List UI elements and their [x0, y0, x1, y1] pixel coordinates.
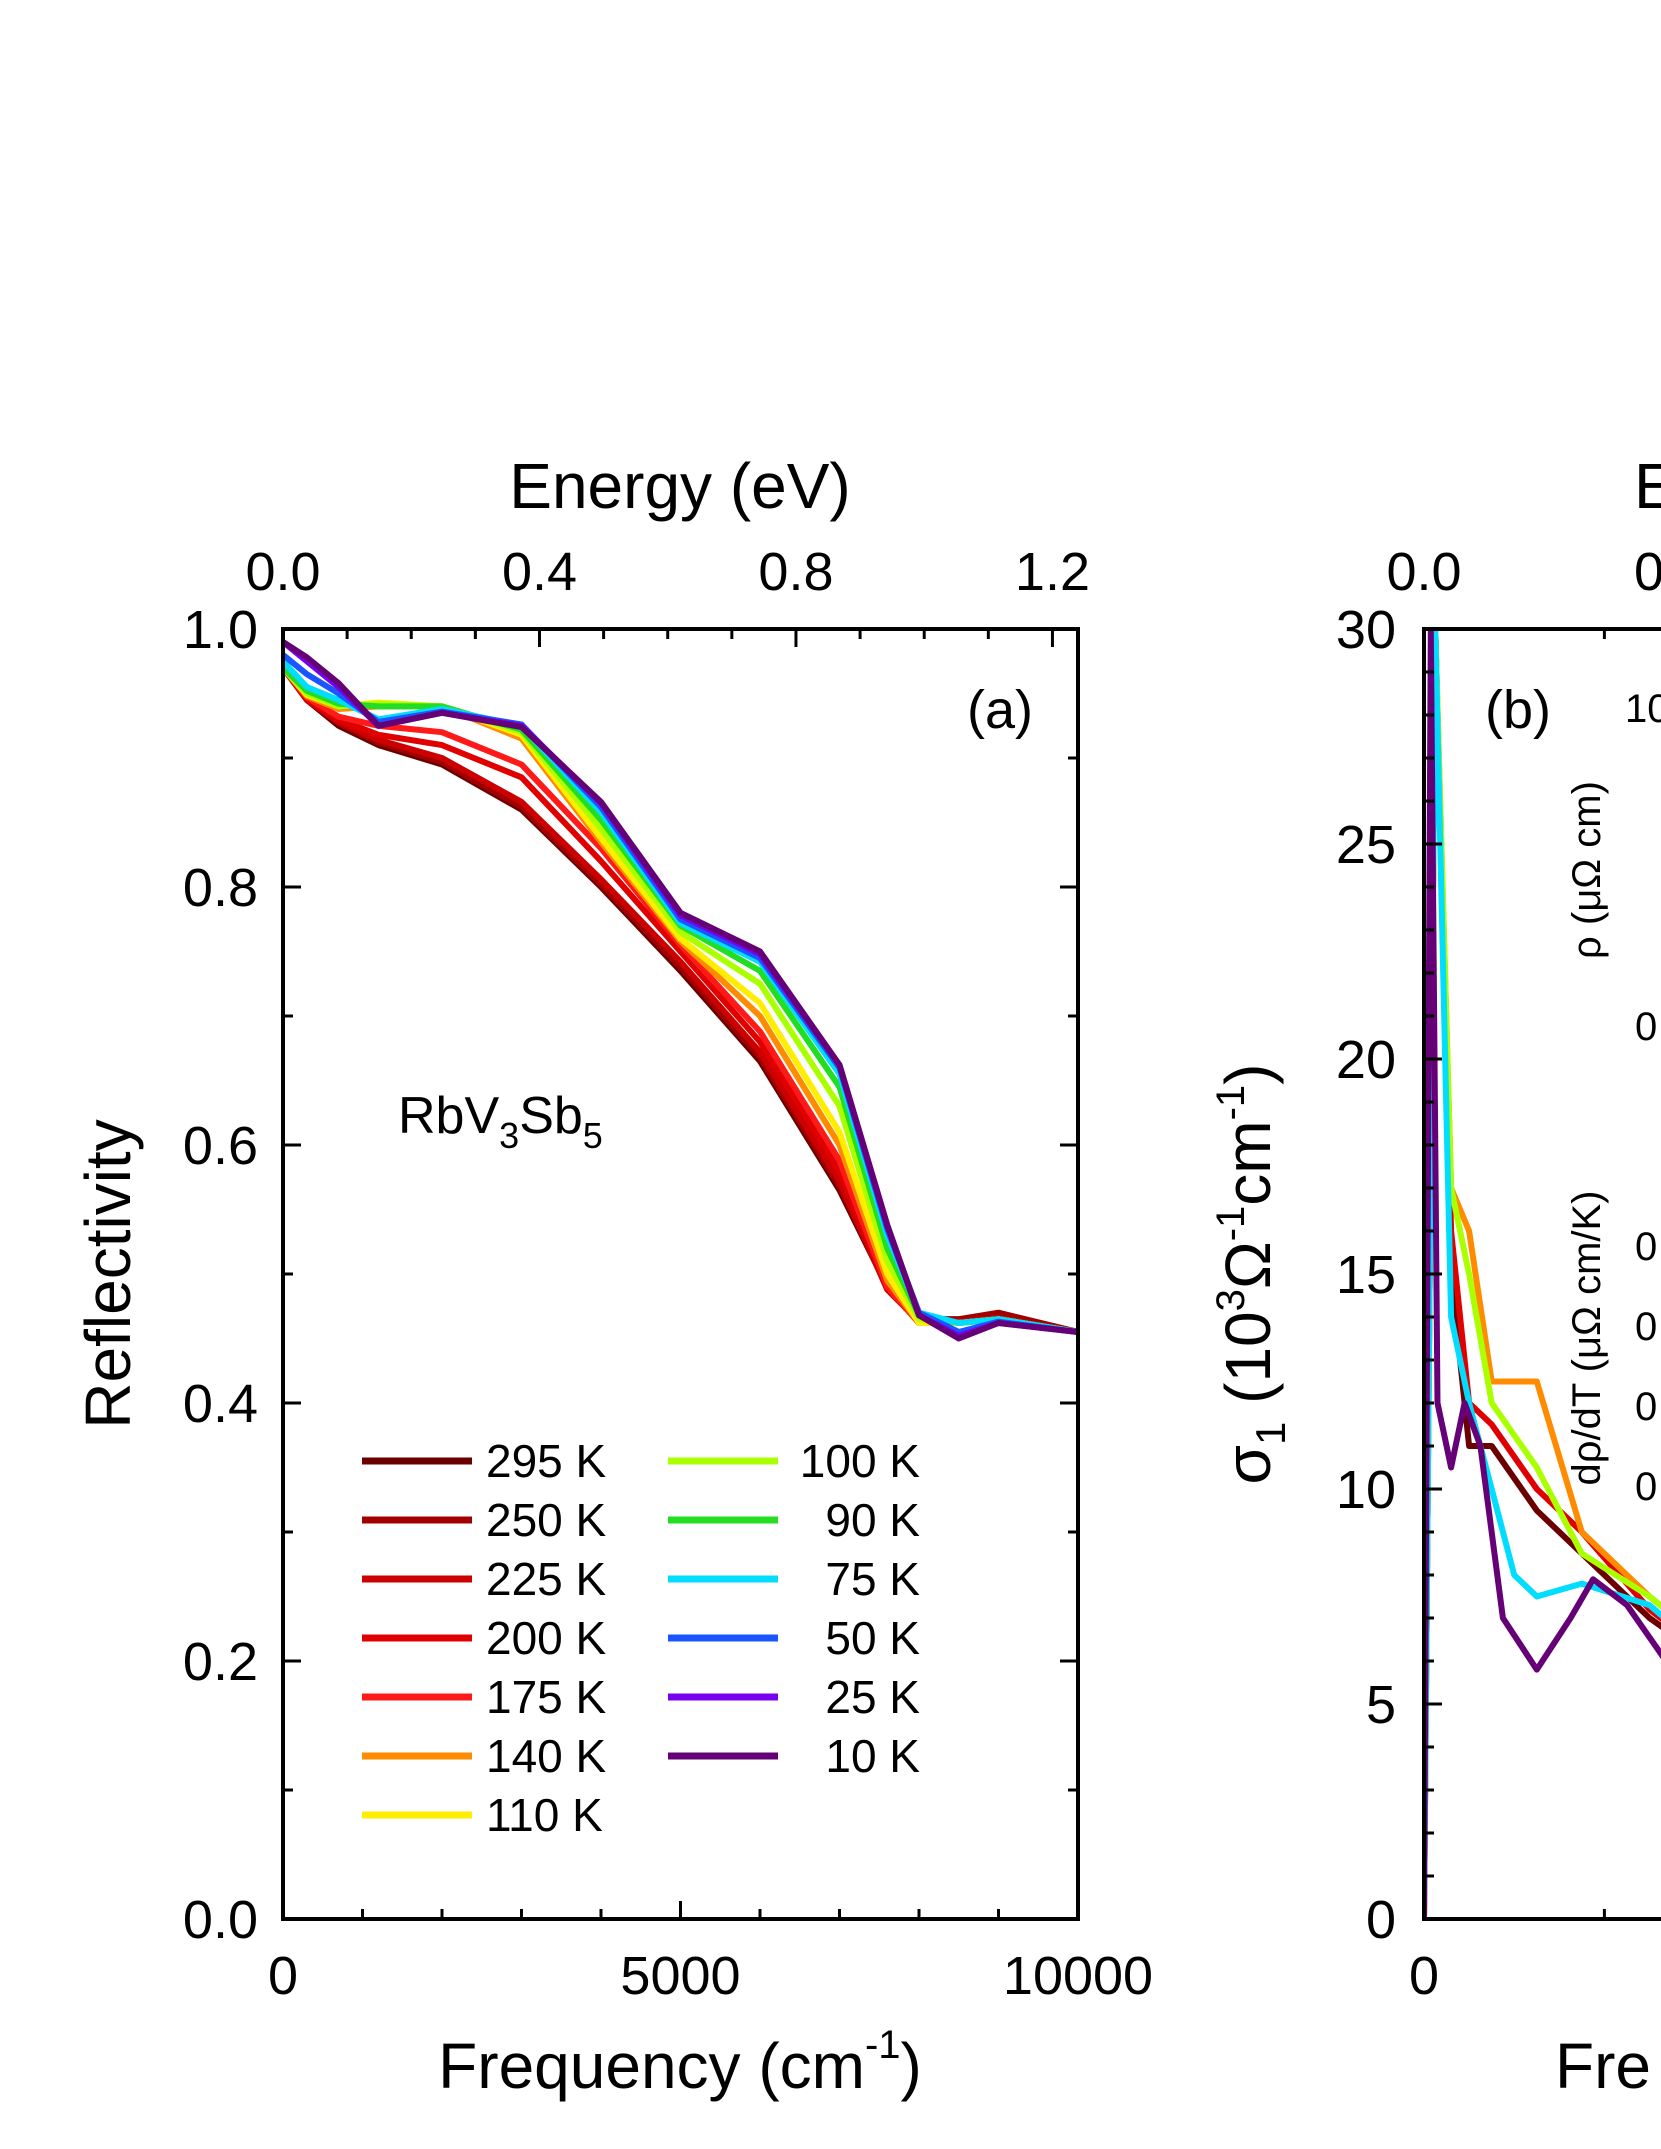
b-y-tick-label: 10 — [1336, 1460, 1396, 1520]
panel-b-label: (b) — [1485, 680, 1551, 740]
inset-right-tick-2: 0 — [1635, 1305, 1657, 1349]
series-line-250k — [283, 665, 1078, 1335]
panel-b-y-axis-title: σ1 (103Ω-1cm-1) — [1209, 1063, 1294, 1484]
series-line-b-75k — [1424, 629, 1661, 1919]
legend-label: 225 K — [486, 1553, 607, 1605]
b-y-tick-label: 0 — [1366, 1890, 1396, 1950]
panel-a-reflectivity: 0 5000 10000 0.0 0.4 0.8 1.2 0.0 0.2 0.4 0.6 0.8 1.0… — [72, 450, 1153, 2102]
top-tick-label: 0.4 — [502, 542, 577, 602]
legend-label: 175 K — [486, 1671, 607, 1723]
legend-label: 100 K — [800, 1435, 921, 1487]
b-top-tick-label: 0.0 — [1386, 542, 1461, 602]
panel-a-frame — [281, 627, 1080, 1921]
panel-b-frame — [1422, 627, 1661, 1921]
panel-b-x-axis-title: Fre — [1555, 2030, 1651, 2102]
x-tick-label: 0 — [268, 1946, 298, 2006]
series-line-90k — [283, 665, 1078, 1335]
legend-label: 250 K — [486, 1494, 607, 1546]
y-tick-label: 0.2 — [183, 1632, 258, 1692]
top-tick-label: 1.2 — [1015, 542, 1090, 602]
panel-a-y-axis-title: Reflectivity — [72, 1119, 144, 1428]
y-tick-label: 0.6 — [183, 1116, 258, 1176]
x-tick-label: 5000 — [620, 1946, 740, 2006]
inset-right-tick-3: 0 — [1635, 1385, 1657, 1429]
panel-a-label: (a) — [967, 680, 1033, 740]
series-line-10k — [283, 639, 1078, 1342]
y-tick-label: 0.4 — [183, 1374, 258, 1434]
panel-a-top-axis-title: Energy (eV) — [509, 450, 850, 522]
legend-label: 50 K — [825, 1612, 920, 1664]
compound-label: RbV3Sb5 — [398, 1087, 603, 1156]
y-tick-label: 1.0 — [183, 600, 258, 660]
b-y-tick-label: 30 — [1336, 600, 1396, 660]
panel-b-top-axis-title: E — [1634, 450, 1661, 522]
b-x-tick-label: 0 — [1409, 1946, 1439, 2006]
x-tick-label: 10000 — [1003, 1946, 1153, 2006]
series-line-b-10k — [1424, 629, 1661, 1919]
panel-a-ticks: 0 5000 10000 0.0 0.4 0.8 1.2 0.0 0.2 0.4 0.6 0.8 1.0 — [183, 542, 1153, 2006]
legend-label: 10 K — [825, 1730, 920, 1782]
inset-zero-tick: 0 — [1635, 1005, 1657, 1049]
y-tick-label: 0.0 — [183, 1890, 258, 1950]
panel-a-x-axis-title: Frequency (cm-1) — [438, 2023, 922, 2102]
b-y-tick-label: 5 — [1366, 1675, 1396, 1735]
series-line-75k — [283, 659, 1078, 1335]
legend-label: 75 K — [825, 1553, 920, 1605]
top-tick-label: 0.8 — [758, 542, 833, 602]
series-line-100k — [283, 665, 1078, 1335]
b-top-tick-label: 0 — [1634, 542, 1661, 602]
legend-label: 295 K — [486, 1435, 607, 1487]
b-y-tick-label: 20 — [1336, 1030, 1396, 1090]
series-line-b-100k — [1424, 629, 1661, 1919]
b-y-tick-label: 15 — [1336, 1245, 1396, 1305]
series-line-b-140k — [1424, 629, 1661, 1919]
series-line-140k — [283, 665, 1078, 1335]
series-line-b-295k — [1424, 629, 1661, 1919]
b-y-tick-label: 25 — [1336, 815, 1396, 875]
series-line-225k — [283, 665, 1078, 1335]
legend-label: 200 K — [486, 1612, 607, 1664]
series-line-b-200k — [1424, 629, 1661, 1919]
series-line-295k — [283, 665, 1078, 1335]
legend-label: 90 K — [825, 1494, 920, 1546]
legend-label: 140 K — [486, 1730, 607, 1782]
series-line-200k — [283, 665, 1078, 1335]
inset-right-tick-4: 0 — [1635, 1465, 1657, 1509]
series-line-50k — [283, 652, 1078, 1335]
panel-a-curves — [283, 639, 1078, 1342]
series-line-175k — [283, 665, 1078, 1335]
panel-b-ticks: 0 5 10 15 20 25 30 0 0.0 0 — [1336, 542, 1661, 2006]
inset-right-tick-1: 0 — [1635, 1225, 1657, 1269]
y-tick-label: 0.8 — [183, 858, 258, 918]
panel-a-legend: 295 K 250 K 225 K 200 K 175 K 140 K 110 K 100 K… — [362, 1435, 920, 1841]
series-line-110k — [283, 665, 1078, 1335]
panel-b-curves — [1424, 629, 1661, 1919]
inset-rho-label: ρ (μΩ cm) — [1565, 781, 1609, 959]
inset-top-tick: 10 — [1625, 687, 1661, 731]
legend-label: 25 K — [825, 1671, 920, 1723]
inset-drho-label: dρ/dT (μΩ cm/K) — [1565, 1191, 1609, 1486]
legend-label: 110 K — [486, 1789, 603, 1841]
top-tick-label: 0.0 — [245, 542, 320, 602]
